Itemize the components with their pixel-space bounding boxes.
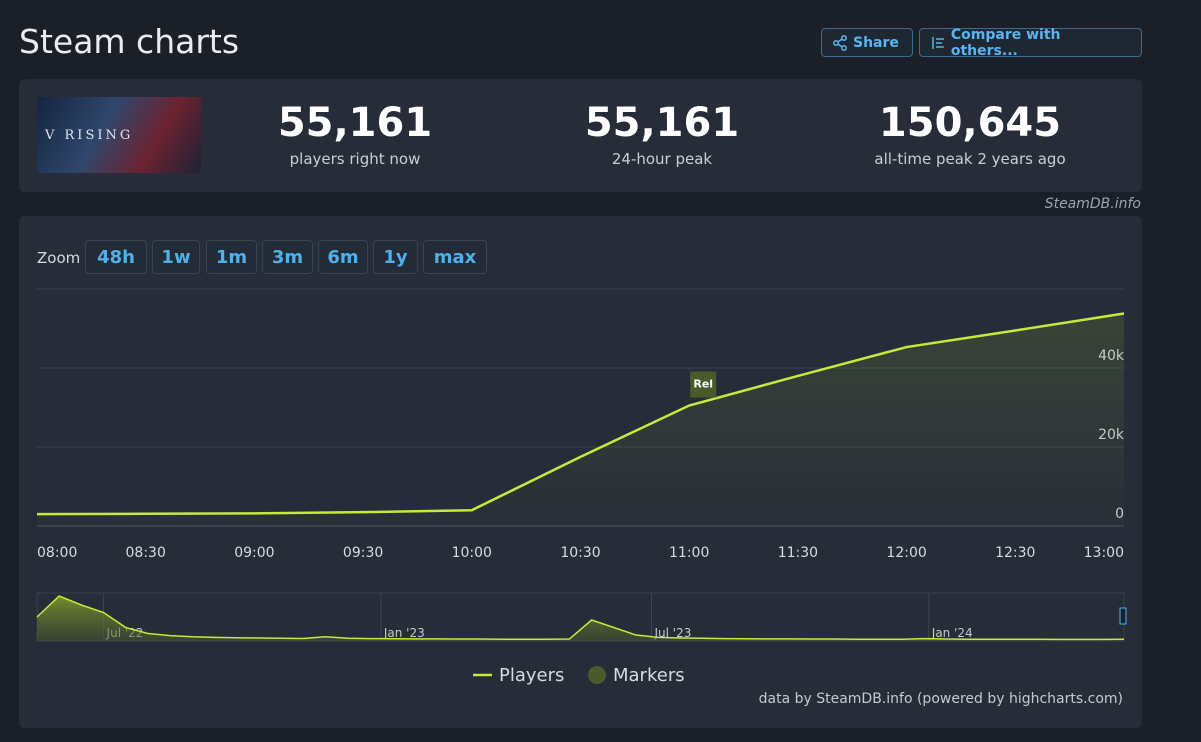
chart-credits[interactable]: data by SteamDB.info (powered by highcha… [759,691,1123,707]
x-tick-label: 11:00 [669,545,709,561]
x-tick-label: 10:30 [560,545,600,561]
stat: 150,645 all-time peak 2 years ago [820,100,1120,168]
marker-label: Rel [693,378,713,391]
marker-flag [690,371,717,398]
x-tick-label: 11:30 [778,545,818,561]
stat-label: 24-hour peak [611,150,713,168]
navigator-area [37,596,1124,641]
stat-label: all-time peak 2 years ago [874,150,1066,168]
x-tick-label: 13:00 [1084,545,1124,561]
zoom-button[interactable]: 1w [152,240,200,274]
legend-label: Markers [613,665,685,686]
zoom-label: Zoom [37,249,81,267]
x-tick-label: 08:00 [37,545,77,561]
navigator-tick-label: Jul '23 [653,626,691,640]
stat-label: players right now [289,150,421,168]
zoom-button[interactable]: 1m [206,240,257,274]
navigator-tick-label: Jan '23 [383,626,425,640]
x-tick-label: 08:30 [126,545,166,561]
zoom-button[interactable]: max [423,240,487,274]
compare-icon [932,36,944,49]
stat-value: 55,161 [584,100,740,146]
zoom-button[interactable]: 48h [85,240,147,274]
stat: 55,161 24-hour peak [512,100,812,168]
navigator-line [36,595,1125,641]
stats-panel [19,79,1142,192]
source-credit[interactable]: SteamDB.info [1044,196,1141,212]
x-tick-label: 12:00 [886,545,926,561]
stat: 55,161 players right now [205,100,505,168]
stat-value: 55,161 [277,100,433,146]
x-tick-label: 12:30 [995,545,1035,561]
compare-label: Compare with others... [950,26,1061,59]
area [37,313,1124,526]
page-title: Steam charts [19,22,240,61]
game-logo: V RISING [37,97,201,173]
stat-value: 150,645 [878,100,1062,146]
zoom-button[interactable]: 3m [262,240,313,274]
x-tick-label: 10:00 [452,545,492,561]
zoom-button[interactable]: 6m [318,240,368,274]
navigator-handle [1119,607,1127,625]
legend-marker [588,666,606,684]
share-icon [833,34,847,51]
legend-label: Players [499,665,564,686]
compare-button[interactable]: Compare with others... [919,26,1142,59]
line [36,312,1125,516]
navigator-tick-label: Jan '24 [931,626,973,640]
share-button[interactable]: Share [821,28,913,57]
x-tick-label: 09:30 [343,545,383,561]
chart: data by SteamDB.info (powered by highcha… [36,288,1127,707]
share-label: Share [853,34,899,51]
x-tick-label: 09:00 [234,545,274,561]
zoom-button[interactable]: 1y [373,240,418,274]
